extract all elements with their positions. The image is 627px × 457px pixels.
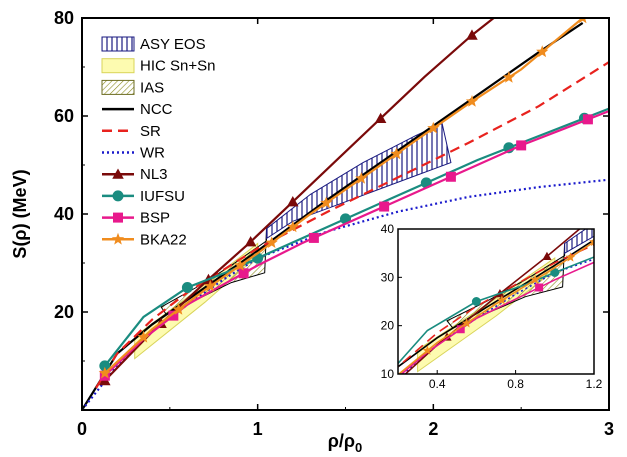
inset-ticks: 0.4 0.8 1.2 10 20 30 40 [381,222,603,391]
series-bka22-marker [536,45,549,58]
legend-label-nl3: NL3 [140,166,168,183]
series-bsp-marker [168,310,179,321]
legend-label-ncc: NCC [140,101,173,118]
x-tick-label: 3 [604,419,614,439]
legend-marker-nl3 [112,168,124,179]
inset-y-tick-label: 10 [381,367,395,381]
series-nl3-marker [287,196,299,207]
series-bka22-marker [233,258,247,271]
legend-label-wr: WR [140,145,165,162]
legend-label-bka22: BKA22 [140,231,187,248]
inset-y-tick-label: 40 [381,222,395,236]
legend-swatch-asy-eos [101,36,135,52]
legend-label-asy-eos: ASY EOS [140,36,206,53]
y-tick-label: 40 [54,204,74,224]
x-axis-title: ρ/ρ0 [328,431,363,455]
series-bka22-marker [390,147,403,160]
series-bka22-marker [355,172,368,184]
x-tick-label: 1 [253,419,263,439]
series-sr-line [95,61,609,389]
x-tick-label: 2 [428,419,438,439]
legend: ASY EOS HIC Sn+Sn IAS NCC SR WR NL3 IUFSU BSP BKA… [101,36,215,248]
inset-series-ncc-line [398,238,594,369]
legend-label-iufsu: IUFSU [140,188,185,205]
inset-series-bka22-marker [496,295,507,305]
legend-label-bsp: BSP [140,210,170,227]
series-bka22-marker [265,236,278,248]
inset-x-tick-label: 0.4 [429,377,446,391]
series-nl3-marker [466,29,478,40]
inset-series-iufsu-marker [471,297,481,306]
inset-x-tick-label: 0.8 [507,377,524,391]
legend-swatch-ias [101,79,135,95]
series-bka22-marker [465,95,479,107]
series-bka22-marker [578,18,587,24]
legend-label-ias: IAS [140,79,164,96]
legend-marker-iufsu [112,190,124,202]
inset-series-bka22-marker [530,274,541,284]
series-nl3-marker [244,235,257,247]
inset-y-tick-label: 30 [381,270,395,284]
inset-series-sr-line [398,243,594,369]
series-bsp-marker [308,232,319,243]
inset-series-bka22-marker [565,252,576,262]
legend-marker-bka22 [111,232,125,245]
y-tick-label: 20 [54,302,74,322]
legend-swatch-hic-sn-sn [101,58,135,74]
x-tick-label: 0 [77,419,87,439]
main-ticks: 0 1 2 3 20 40 60 80 [54,8,614,439]
x-axis-title-subscript: 0 [355,440,362,455]
series-bka22-marker [427,121,440,134]
y-tick-label: 80 [54,8,74,28]
series-bka22-marker [172,303,185,315]
series-bsp-marker [582,114,593,125]
series-bka22-marker [502,71,516,83]
legend-marker-bsp [113,212,123,223]
inset-series-nl3-marker [542,251,552,261]
series-bsp-marker [445,171,456,182]
series-bsp-marker [379,201,390,212]
series-bka22-marker [204,279,217,292]
series-bka22-marker [137,330,150,343]
series-ncc-line [82,21,584,410]
inset-x-tick-label: 1.2 [586,377,603,391]
series-bka22-marker [286,220,299,233]
inset-series-bsp-marker [535,283,544,292]
series-bsp-marker [238,268,249,279]
inset-series-bka22-marker [422,345,433,355]
inset-series-nl3-marker [589,212,598,220]
inset-y-tick-label: 20 [381,319,395,333]
inset-frame [397,228,595,375]
inset-series-bka22-marker [589,236,594,247]
series-bsp-marker [516,140,527,151]
series-bka22-marker [98,366,111,379]
inset-series-layer [398,212,598,374]
inset-series-bsp-line [400,261,594,374]
series-bka22-marker [320,196,333,209]
legend-label-hic-sn-sn: HIC Sn+Sn [140,58,215,75]
series-nl3-marker [374,112,387,124]
series-layer [82,18,609,410]
series-iufsu-marker [181,282,193,293]
legend-label-sr: SR [140,123,161,140]
y-axis-title: S(ρ) (MeV) [10,169,30,258]
inset-series-bka22-marker [461,318,472,328]
y-tick-label: 60 [54,106,74,126]
inset-series-bsp-marker [456,325,465,334]
inset-band-asy-eos [564,229,594,255]
